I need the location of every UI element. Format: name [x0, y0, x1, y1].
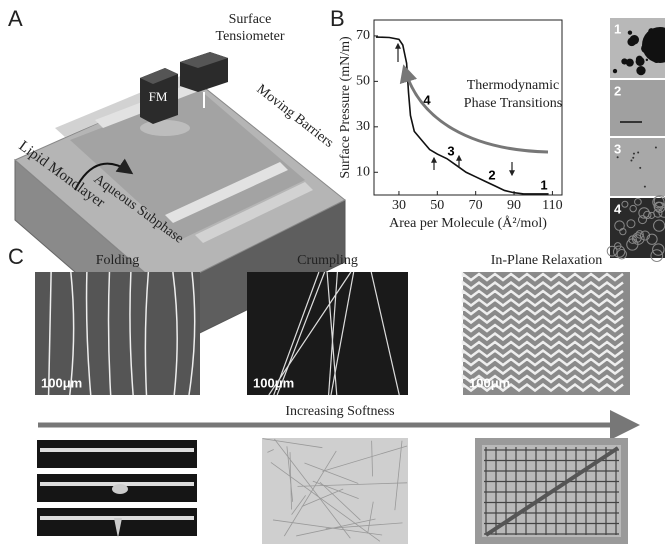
domain: [628, 30, 632, 34]
x-tick-label: 110: [542, 198, 562, 213]
domain: [636, 66, 645, 75]
y-tick-label: 50: [356, 74, 370, 89]
isotherm-chart: 30 50 70 90 110 10 30 50 70 Area per Molecule (Å²…: [338, 20, 562, 231]
column-title: Crumpling: [297, 253, 358, 268]
microscope-label: FM: [149, 89, 168, 104]
column-title: Folding: [96, 253, 140, 268]
scale-bar-label: 100μm: [253, 375, 294, 390]
domain: [639, 167, 641, 169]
x-tick-label: 90: [507, 198, 521, 213]
micrograph-number: 3: [614, 141, 621, 156]
arrow-label: Increasing Softness: [285, 404, 394, 419]
domain: [636, 57, 645, 66]
domain: [644, 186, 646, 188]
film: [40, 448, 194, 452]
scale-bar-label: 100μm: [41, 375, 82, 390]
x-axis-label: Area per Molecule (Å²/mol): [389, 215, 547, 231]
y-axis-label: Surface Pressure (mN/m): [338, 36, 353, 179]
phase-label: 2: [488, 167, 495, 182]
domain: [613, 69, 617, 73]
y-tick-label: 70: [356, 28, 370, 43]
isotherm-line: [376, 37, 549, 194]
photo: [37, 440, 197, 468]
domain: [630, 159, 632, 161]
annotation: Thermodynamic: [467, 78, 560, 93]
micrograph-number: 2: [614, 83, 621, 98]
domain: [617, 156, 619, 158]
scale-bar-label: 100μm: [469, 375, 510, 390]
tensiometer-label: Tensiometer: [216, 29, 285, 44]
phase-label: 3: [447, 143, 454, 158]
domain: [637, 151, 639, 153]
column-title: In-Plane Relaxation: [491, 253, 603, 268]
annotation: Phase Transitions: [464, 96, 562, 111]
micrograph-number: 4: [614, 201, 622, 216]
phase-label: 1: [540, 177, 547, 192]
domain: [632, 157, 634, 159]
y-tick-label: 10: [356, 164, 370, 179]
x-tick-label: 30: [392, 198, 406, 213]
domain: [655, 146, 657, 148]
x-tick-label: 70: [469, 198, 483, 213]
tensiometer-label: Surface: [229, 12, 272, 27]
domain: [630, 35, 639, 44]
domain: [646, 59, 648, 61]
panel-label: C: [8, 244, 24, 269]
micrograph-number: 1: [614, 21, 621, 36]
figure: A B C FM Surface Tensiometer Moving Barr…: [0, 0, 665, 544]
drop: [112, 484, 128, 494]
panel-label: B: [330, 6, 345, 31]
domain: [633, 153, 635, 155]
domain: [626, 59, 634, 67]
panel-label: A: [8, 6, 23, 31]
y-tick-label: 30: [356, 119, 370, 134]
micrographs: 1 2 3 4: [607, 18, 665, 261]
x-tick-label: 50: [430, 198, 444, 213]
panel-c: Folding 100μm Crumpling 100μm In-Plane Relax…: [35, 253, 630, 544]
